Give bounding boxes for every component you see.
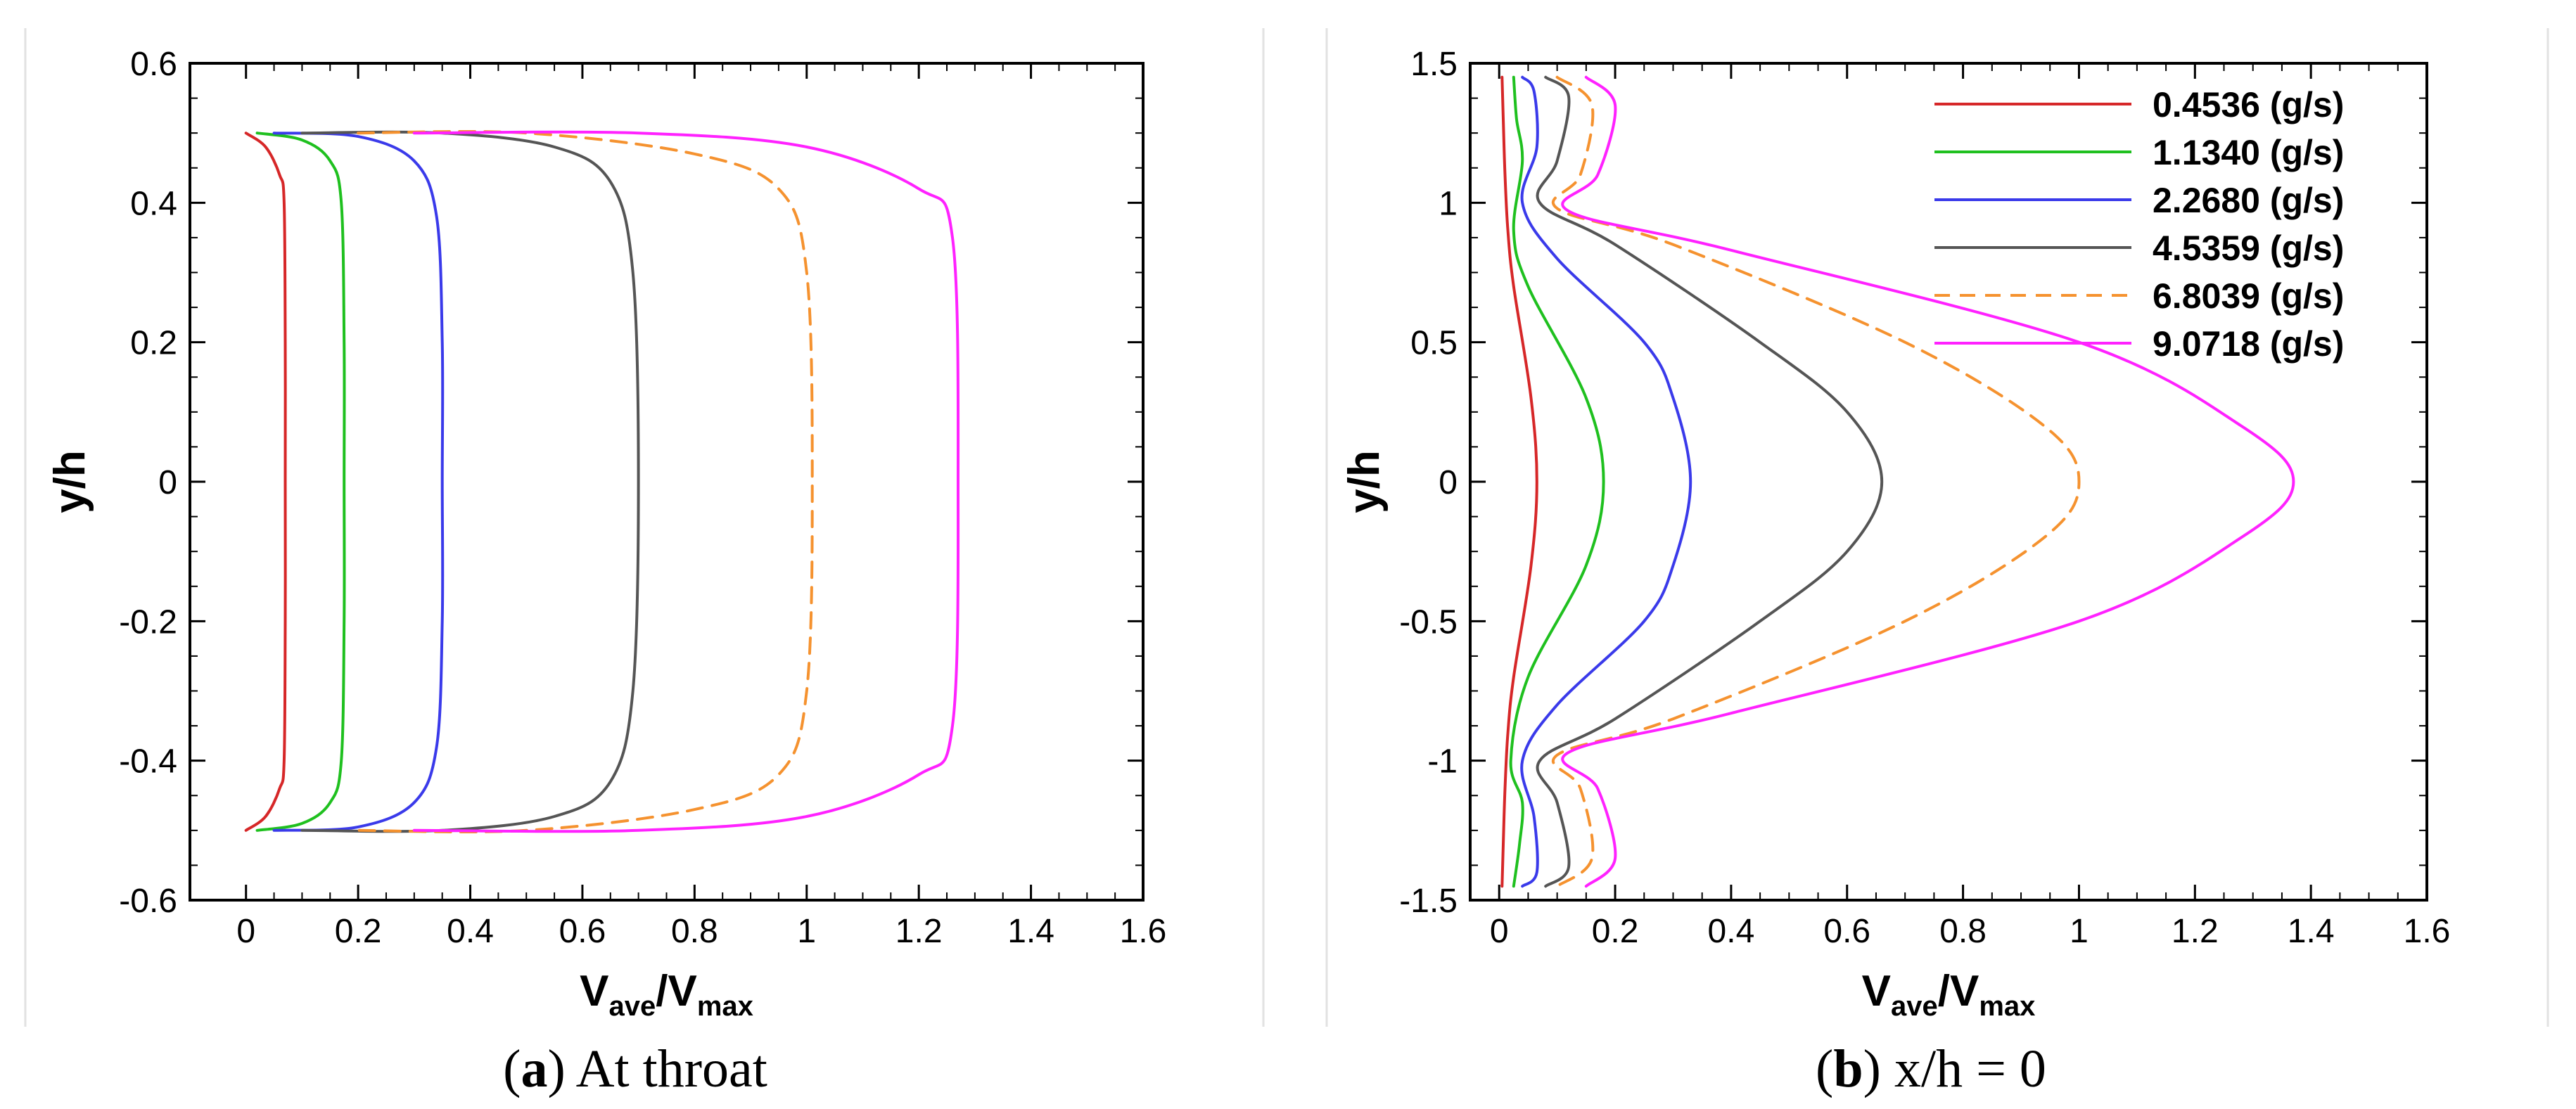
series-line-4.5359: [300, 130, 640, 833]
panel-a-chart: 0 0.2 0.4 0.6 0.8 1 1.2 1.4 1.6 -0.6 -0.4 -0.2 0 0.2 0…: [46, 46, 1166, 1022]
x-tick-label: 1.4: [2288, 913, 2335, 950]
y-tick-label: 0.4: [130, 185, 177, 222]
panel-b-chart: 0 0.2 0.4 0.6 0.8 1 1.2 1.4 1.6 -1.5 -1 -0.5 0 0.5 1 1.…: [1340, 46, 2450, 1022]
caption-a: (a) At throat: [503, 1039, 767, 1098]
y-tick-label: 0.6: [130, 46, 177, 83]
y-tick-label: -0.6: [119, 883, 177, 920]
x-tick-label: 0.8: [671, 913, 718, 950]
series-line-4.5359: [1536, 75, 1884, 888]
y-tick-label: -1.5: [1399, 883, 1458, 920]
series-line-1.1340: [1509, 75, 1605, 888]
series-line-0.4536: [1500, 75, 1538, 888]
panel-b-plot-frame: [1469, 62, 2428, 902]
y-tick-label: 0: [158, 464, 177, 501]
y-tick-label: -0.5: [1399, 603, 1458, 641]
x-tick-label: 0.4: [1708, 913, 1755, 950]
series-line-1.1340: [255, 132, 346, 832]
x-tick-label: 0: [1490, 913, 1509, 950]
x-tick-label: 0.2: [1592, 913, 1639, 950]
panel-b-series: [1500, 75, 2295, 888]
x-tick-label: 1.2: [2172, 913, 2219, 950]
x-tick-label: 0: [236, 913, 255, 950]
panel-a-plot-frame: [189, 62, 1144, 902]
panel-a-tick-labels: 0 0.2 0.4 0.6 0.8 1 1.2 1.4 1.6 -0.6 -0.4 -0.2 0 0.2 0…: [119, 46, 1166, 950]
x-tick-label: 0.4: [447, 913, 494, 950]
x-tick-label: 1.6: [2404, 913, 2451, 950]
series-line-9.0718: [412, 130, 960, 833]
x-tick-label: 0.6: [1823, 913, 1870, 950]
legend-label: 2.2680 (g/s): [2153, 181, 2344, 220]
legend-label: 9.0718 (g/s): [2153, 324, 2344, 364]
y-tick-label: -1: [1427, 743, 1458, 781]
caption-b: (b) x/h = 0: [1816, 1039, 2046, 1098]
panel-b-x-axis-label: Vave/Vmax: [1862, 967, 2036, 1022]
x-tick-label: 1.4: [1007, 913, 1054, 950]
legend-label: 6.8039 (g/s): [2153, 276, 2344, 316]
y-tick-label: 1.5: [1410, 46, 1458, 83]
legend-label: 1.1340 (g/s): [2153, 133, 2344, 172]
x-tick-label: 1: [2070, 913, 2089, 950]
legend-label: 0.4536 (g/s): [2153, 85, 2344, 124]
panel-b-y-axis-label: y/h: [1340, 450, 1389, 513]
y-tick-label: -0.4: [119, 743, 177, 781]
y-tick-label: 0: [1439, 464, 1458, 501]
series-line-2.2680: [1520, 75, 1692, 888]
panel-a-series: [244, 129, 960, 834]
x-tick-label: 0.6: [559, 913, 606, 950]
panel-b-legend: 0.4536 (g/s) 1.1340 (g/s) 2.2680 (g/s) 4.53…: [1934, 85, 2344, 364]
legend-label: 4.5359 (g/s): [2153, 229, 2344, 268]
y-tick-label: 0.2: [130, 325, 177, 362]
panel-a-x-axis-label: Vave/Vmax: [580, 967, 753, 1022]
y-tick-label: -0.2: [119, 603, 177, 641]
panel-a-y-axis-label: y/h: [46, 450, 94, 513]
y-tick-label: 1: [1439, 185, 1458, 222]
series-line-9.0718: [1561, 75, 2295, 888]
series-line-0.4536: [244, 132, 287, 832]
series-line-6.8039: [1551, 75, 2081, 888]
x-tick-label: 0.8: [1939, 913, 1987, 950]
series-line-2.2680: [272, 132, 445, 832]
series-line-6.8039: [357, 129, 814, 834]
x-tick-label: 0.2: [335, 913, 382, 950]
x-tick-label: 1.2: [895, 913, 943, 950]
y-tick-label: 0.5: [1410, 325, 1458, 362]
panel-b-tick-labels: 0 0.2 0.4 0.6 0.8 1 1.2 1.4 1.6 -1.5 -1 -0.5 0 0.5 1 1.…: [1399, 46, 2450, 950]
x-tick-label: 1: [797, 913, 816, 950]
x-tick-label: 1.6: [1120, 913, 1167, 950]
